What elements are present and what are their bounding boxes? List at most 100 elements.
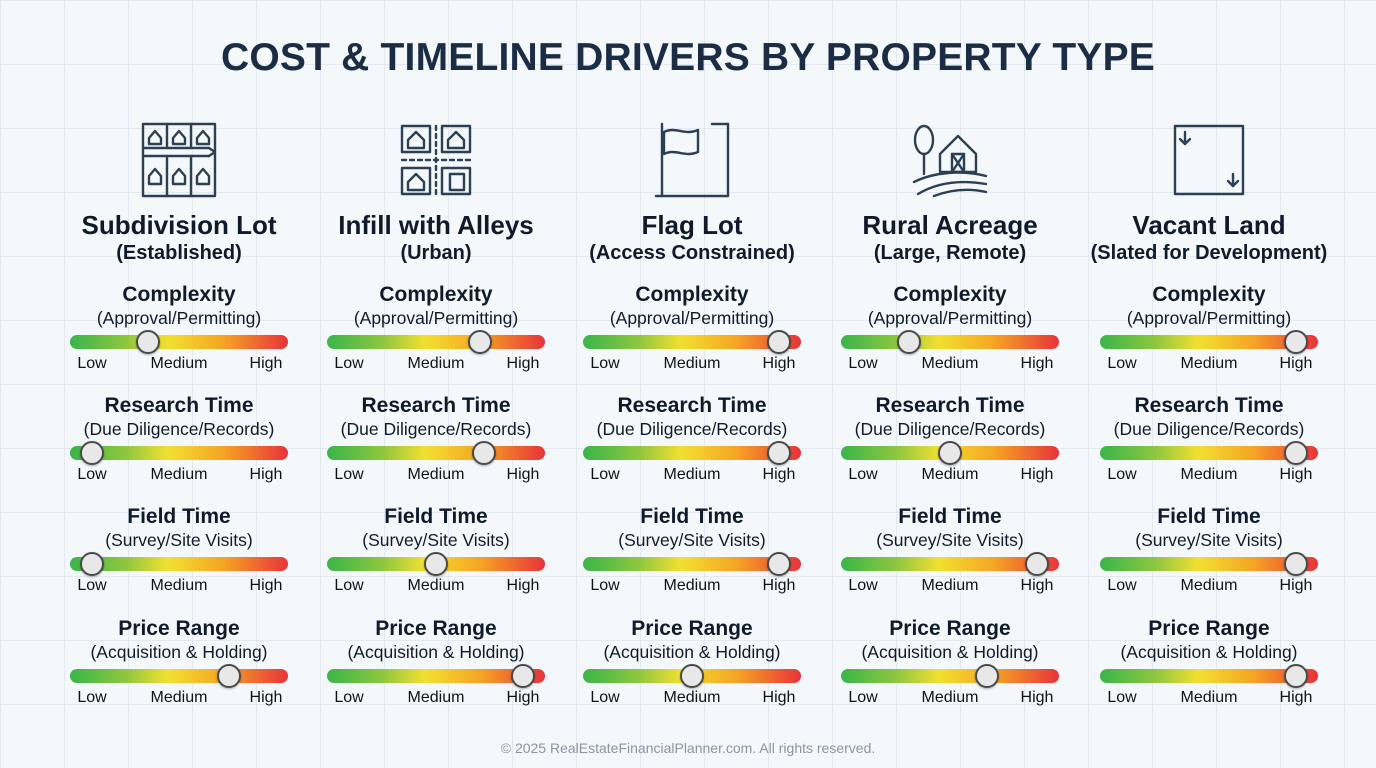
metric-title: Research Time — [361, 394, 511, 417]
scale-labels: Low Medium High — [327, 466, 545, 486]
slider-knob — [680, 664, 704, 688]
scale-labels: Low Medium High — [841, 466, 1059, 486]
metric-subtitle: (Approval/Permitting) — [353, 308, 519, 328]
scale-low-label: Low — [848, 355, 878, 372]
metric-block: Research Time (Due Diligence/Records) Low M… — [50, 394, 308, 486]
metric-block: Complexity (Approval/Permitting) Low Medium… — [1080, 283, 1338, 375]
gradient-slider-track — [327, 330, 545, 354]
scale-labels: Low Medium High — [327, 355, 545, 375]
scale-medium-label: Medium — [921, 689, 979, 706]
metric-subtitle: (Acquisition & Holding) — [861, 642, 1039, 662]
metric-block: Price Range (Acquisition & Holding) Low Med… — [307, 617, 565, 709]
metric-block: Research Time (Due Diligence/Records) Low M… — [1080, 394, 1338, 486]
slider-knob — [511, 664, 536, 688]
property-subtitle: (Large, Remote) — [873, 242, 1027, 264]
metric-title: Field Time — [898, 505, 1002, 528]
metric-title: Research Time — [617, 394, 767, 417]
metric-subtitle: (Approval/Permitting) — [1126, 308, 1292, 328]
scale-medium-label: Medium — [663, 689, 721, 706]
scale-high-label: High — [1020, 577, 1054, 594]
metric-block: Field Time (Survey/Site Visits) Low Medium H… — [563, 505, 821, 597]
scale-medium-label: Medium — [407, 577, 465, 594]
scale-low-label: Low — [334, 355, 364, 372]
slider-knob — [424, 552, 448, 576]
scale-high-label: High — [1279, 466, 1313, 483]
metric-subtitle: (Survey/Site Visits) — [105, 530, 253, 550]
scale-labels: Low Medium High — [583, 577, 801, 597]
gradient-slider-track — [583, 441, 801, 465]
scale-low-label: Low — [1107, 466, 1137, 483]
slider-knob — [767, 552, 792, 576]
property-subtitle: (Established) — [116, 242, 242, 264]
scale-medium-label: Medium — [150, 355, 208, 372]
property-column: Infill with Alleys (Urban) Complexity (Appr… — [307, 120, 565, 706]
metric-title: Field Time — [640, 505, 744, 528]
property-subtitle: (Access Constrained) — [589, 242, 795, 264]
gradient-slider-track — [583, 330, 801, 354]
gradient-slider-track — [841, 441, 1059, 465]
slider-knob — [467, 330, 492, 354]
scale-low-label: Low — [848, 577, 878, 594]
page-title: COST & TIMELINE DRIVERS BY PROPERTY TYPE — [220, 36, 1156, 79]
copyright-footer: © 2025 RealEstateFinancialPlanner.com. A… — [500, 740, 876, 756]
scale-high-label: High — [249, 689, 283, 706]
metric-title: Complexity — [379, 283, 493, 306]
slider-knob — [136, 330, 161, 354]
gradient-slider-track — [70, 441, 288, 465]
scale-low-label: Low — [590, 689, 620, 706]
scale-labels: Low Medium High — [583, 466, 801, 486]
metric-subtitle: (Due Diligence/Records) — [83, 419, 275, 439]
metric-subtitle: (Acquisition & Holding) — [603, 642, 781, 662]
scale-medium-label: Medium — [407, 689, 465, 706]
property-title: Flag Lot — [641, 210, 743, 240]
scale-high-label: High — [1020, 689, 1054, 706]
metric-title: Complexity — [893, 283, 1007, 306]
scale-labels: Low Medium High — [70, 466, 288, 486]
gradient-slider-track — [583, 552, 801, 576]
scale-labels: Low Medium High — [70, 355, 288, 375]
scale-high-label: High — [762, 466, 796, 483]
scale-labels: Low Medium High — [841, 689, 1059, 709]
metric-block: Complexity (Approval/Permitting) Low Medium… — [563, 283, 821, 375]
metric-subtitle: (Survey/Site Visits) — [876, 530, 1024, 550]
metric-subtitle: (Due Diligence/Records) — [1113, 419, 1305, 439]
gradient-slider-track — [327, 441, 545, 465]
metric-title: Field Time — [127, 505, 231, 528]
property-title: Infill with Alleys — [338, 210, 534, 240]
metric-title: Research Time — [104, 394, 254, 417]
metric-title: Field Time — [384, 505, 488, 528]
slider-knob — [217, 664, 242, 688]
scale-labels: Low Medium High — [1100, 466, 1318, 486]
scale-high-label: High — [1279, 355, 1313, 372]
metric-block: Price Range (Acquisition & Holding) Low Med… — [821, 617, 1079, 709]
slider-knob — [1284, 441, 1309, 465]
scale-medium-label: Medium — [150, 689, 208, 706]
metric-title: Price Range — [631, 617, 753, 640]
metric-title: Price Range — [1148, 617, 1270, 640]
scale-medium-label: Medium — [663, 355, 721, 372]
gradient-slider-track — [841, 664, 1059, 688]
property-title: Subdivision Lot — [81, 210, 277, 240]
metric-block: Complexity (Approval/Permitting) Low Medium… — [821, 283, 1079, 375]
gradient-slider-track — [70, 552, 288, 576]
scale-medium-label: Medium — [921, 355, 979, 372]
scale-labels: Low Medium High — [327, 577, 545, 597]
scale-medium-label: Medium — [663, 577, 721, 594]
scale-labels: Low Medium High — [70, 577, 288, 597]
scale-labels: Low Medium High — [327, 689, 545, 709]
slider-knob — [938, 441, 962, 465]
slider-knob — [79, 441, 104, 465]
scale-high-label: High — [249, 577, 283, 594]
scale-high-label: High — [1020, 466, 1054, 483]
property-column: Rural Acreage (Large, Remote) Complexity (A… — [821, 120, 1079, 706]
property-subtitle: (Urban) — [400, 242, 472, 264]
scale-labels: Low Medium High — [841, 577, 1059, 597]
metric-block: Research Time (Due Diligence/Records) Low M… — [307, 394, 565, 486]
flag-icon — [563, 120, 821, 200]
metric-title: Field Time — [1157, 505, 1261, 528]
property-column: Subdivision Lot (Established) Complexity (A… — [50, 120, 308, 706]
scale-low-label: Low — [1107, 577, 1137, 594]
scale-high-label: High — [249, 355, 283, 372]
scale-medium-label: Medium — [1180, 466, 1238, 483]
property-column: Vacant Land (Slated for Development) Compl… — [1080, 120, 1338, 706]
